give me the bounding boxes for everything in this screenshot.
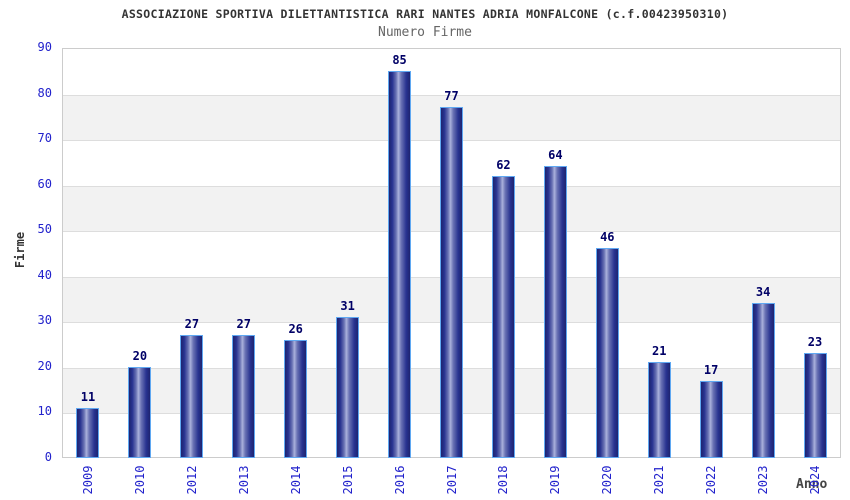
x-tick-label: 2019 [548, 465, 563, 495]
x-axis-title: Anno [796, 477, 828, 492]
bar [595, 248, 619, 458]
bar-value-label: 77 [444, 89, 459, 104]
x-tick-label: 2016 [392, 465, 407, 495]
y-tick-label: 90 [37, 40, 52, 54]
x-tick-label: 2015 [340, 465, 355, 495]
bar-value-label: 31 [340, 298, 355, 313]
x-tick-label: 2012 [184, 465, 199, 495]
x-tick-label: 2017 [444, 465, 459, 495]
x-tick-label: 2021 [652, 465, 667, 495]
bar-value-label: 21 [651, 344, 667, 359]
bar-value-label: 17 [703, 362, 719, 377]
bar-value-label: 62 [496, 157, 511, 172]
bar [388, 70, 412, 458]
bar [336, 316, 360, 458]
bar-value-label: 34 [755, 285, 771, 300]
bar [647, 362, 671, 458]
y-tick-label: 30 [37, 313, 52, 328]
x-tick-label: 2018 [496, 465, 511, 495]
bar [803, 353, 827, 458]
y-tick-label: 60 [37, 176, 52, 191]
x-tick-label: 2010 [132, 465, 147, 495]
y-tick-label: 70 [37, 131, 52, 146]
y-tick-label: 20 [37, 358, 52, 373]
bar [543, 166, 567, 458]
bar [284, 339, 308, 458]
bar [128, 366, 152, 458]
x-tick-label: 2014 [288, 465, 303, 495]
y-tick-label: 10 [37, 404, 52, 419]
bar [491, 175, 515, 458]
x-tick-label: 2023 [756, 465, 771, 495]
chart-subtitle: Numero Firme [378, 25, 472, 40]
y-tick-label: 0 [44, 450, 52, 464]
bar-value-label: 23 [807, 335, 823, 350]
y-tick-label: 40 [37, 267, 52, 282]
x-tick-label: 2009 [80, 465, 95, 495]
bar-value-label: 64 [548, 148, 563, 163]
bar-value-label: 27 [236, 317, 251, 331]
gridline [63, 94, 840, 96]
bar-value-label: 27 [184, 317, 200, 331]
bar-value-label: 11 [80, 389, 96, 404]
bar-value-label: 20 [132, 348, 148, 363]
bar [76, 407, 100, 458]
y-tick-label: 80 [37, 85, 52, 100]
bar [440, 107, 463, 458]
x-tick-label: 2024 [808, 465, 823, 495]
y-tick-label: 50 [37, 222, 52, 237]
chart-title: ASSOCIAZIONE SPORTIVA DILETTANTISTICA RA… [121, 7, 729, 21]
x-tick-label: 2022 [704, 465, 719, 495]
bar-value-label: 46 [600, 230, 615, 245]
bar-value-label: 26 [288, 321, 303, 336]
bar-value-label: 85 [392, 52, 407, 67]
bar [180, 335, 204, 458]
x-tick-label: 2013 [236, 465, 251, 495]
bar [751, 303, 775, 458]
x-tick-label: 2020 [600, 465, 615, 495]
bar [699, 380, 723, 458]
bar [232, 335, 256, 458]
